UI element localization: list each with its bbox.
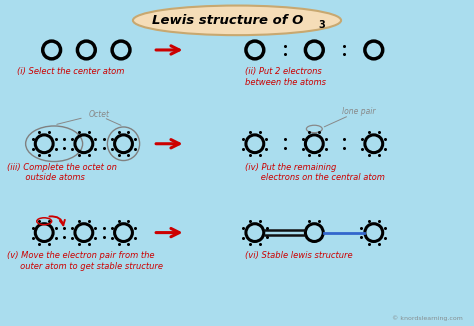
Ellipse shape (133, 6, 341, 35)
Text: (i) Select the center atom: (i) Select the center atom (17, 67, 124, 76)
Text: lone pair: lone pair (342, 107, 376, 116)
Text: (iii) Complete the octet on
       outside atoms: (iii) Complete the octet on outside atom… (7, 162, 117, 182)
Text: (vi) Stable lewis structure: (vi) Stable lewis structure (245, 251, 353, 260)
Text: Octet: Octet (88, 110, 109, 119)
Text: (v) Move the electron pair from the
     outer atom to get stable structure: (v) Move the electron pair from the oute… (7, 251, 163, 271)
Text: Lewis structure of O: Lewis structure of O (153, 14, 304, 27)
Text: (ii) Put 2 electrons
between the atoms: (ii) Put 2 electrons between the atoms (245, 67, 326, 87)
Text: (iv) Put the remaining
      electrons on the central atom: (iv) Put the remaining electrons on the … (245, 162, 385, 182)
Text: © knordslearning.com: © knordslearning.com (392, 316, 463, 321)
Text: 3: 3 (318, 20, 325, 30)
